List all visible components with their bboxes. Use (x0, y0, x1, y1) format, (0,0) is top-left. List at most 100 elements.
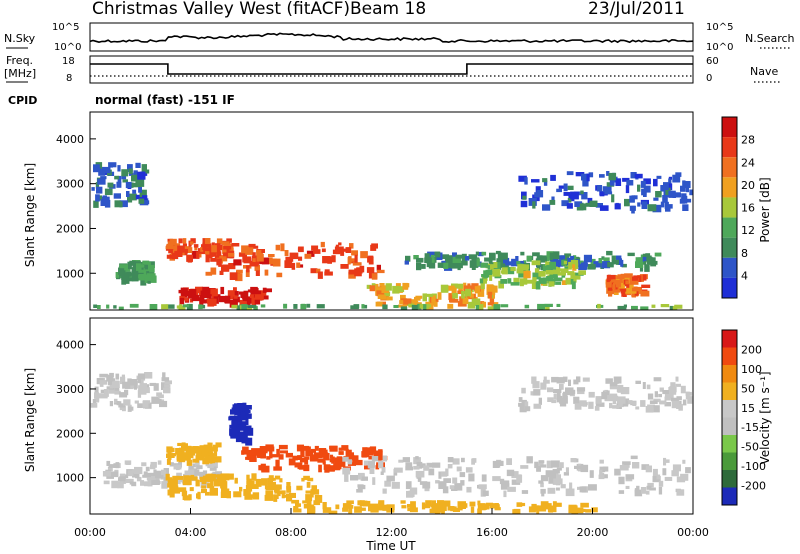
power-y-label: Slant Range [km] (23, 163, 37, 267)
heatmap-cell (238, 252, 247, 257)
heatmap-cell (505, 261, 512, 266)
heatmap-cell (635, 406, 640, 410)
heatmap-cell (511, 471, 519, 479)
colorbar-frame (721, 116, 738, 299)
x-tick-label: 12:00 (376, 526, 408, 539)
colorbar-tick-label: 4 (741, 269, 748, 282)
heatmap-cell (460, 480, 465, 486)
heatmap-cell (157, 460, 162, 465)
heatmap-cell (452, 458, 460, 465)
colorbar-swatch (722, 435, 737, 453)
heatmap-cell (566, 389, 576, 395)
heatmap-cell (320, 241, 325, 248)
heatmap-cell (247, 298, 254, 304)
heatmap-cell (311, 485, 317, 491)
heatmap-cell (556, 188, 562, 193)
heatmap-cell (535, 186, 541, 194)
heatmap-cell (303, 504, 310, 509)
heatmap-cell (333, 463, 341, 471)
heatmap-cell (164, 384, 171, 388)
heatmap-cell (526, 456, 533, 464)
heatmap-cell (678, 403, 683, 411)
heatmap-cell (350, 305, 359, 310)
heatmap-cell (229, 300, 238, 308)
heatmap-cell (395, 283, 401, 287)
heatmap-cell (609, 179, 615, 186)
heatmap-cell (324, 271, 333, 276)
heatmap-cell (142, 387, 150, 394)
heatmap-cell (477, 500, 481, 506)
heatmap-cell (273, 484, 282, 490)
heatmap-cell (163, 479, 170, 484)
heatmap-cell (501, 267, 508, 275)
heatmap-cell (520, 502, 526, 507)
heatmap-cell (452, 253, 457, 259)
heatmap-cell (553, 389, 562, 393)
heatmap-cell (232, 296, 240, 303)
heatmap-cell (479, 304, 484, 310)
heatmap-cell (219, 270, 224, 275)
heatmap-cell (539, 255, 548, 263)
heatmap-cell (405, 462, 413, 468)
heatmap-cell (201, 476, 207, 485)
heatmap-cell (348, 271, 356, 279)
heatmap-cell (251, 484, 259, 489)
heatmap-cell (245, 485, 253, 492)
heatmap-cell (249, 294, 254, 298)
heatmap-cell (146, 271, 150, 275)
heatmap-cell (450, 263, 458, 269)
heatmap-cell (228, 416, 237, 421)
heatmap-cell (125, 264, 132, 270)
heatmap-cell (382, 304, 388, 310)
heatmap-cell (572, 507, 579, 512)
heatmap-cell (415, 456, 419, 460)
heatmap-cell (225, 295, 231, 304)
heatmap-cell (231, 243, 240, 247)
heatmap-cell (521, 191, 527, 200)
heatmap-cell (280, 243, 285, 252)
heatmap-cell (218, 478, 227, 484)
heatmap-cell (664, 459, 670, 463)
heatmap-cell (625, 280, 629, 285)
heatmap-cell (432, 462, 441, 468)
heatmap-cell (136, 263, 142, 271)
heatmap-cell (254, 294, 264, 301)
heatmap-cell (378, 500, 385, 508)
heatmap-cell (617, 305, 627, 310)
heatmap-cell (682, 181, 691, 189)
heatmap-cell (640, 290, 650, 297)
heatmap-cell (178, 306, 186, 310)
heatmap-cell (341, 445, 349, 451)
heatmap-cell (251, 255, 261, 263)
velocity-heatmap-cells (90, 372, 693, 514)
heatmap-cell (155, 470, 164, 479)
heatmap-cell (128, 406, 134, 411)
heatmap-cell (566, 171, 574, 176)
heatmap-cell (552, 479, 559, 485)
heatmap-cell (167, 241, 174, 246)
heatmap-cell (185, 247, 193, 253)
heatmap-cell (133, 170, 138, 177)
heatmap-cell (179, 478, 186, 483)
heatmap-cell (279, 478, 283, 483)
heatmap-cell (231, 304, 238, 309)
colorbar-tick-label: 12 (741, 224, 755, 237)
cpid-label: CPID (8, 94, 37, 107)
heatmap-cell (265, 446, 275, 452)
heatmap-cell (220, 481, 228, 489)
heatmap-cell (176, 250, 183, 257)
heatmap-cell (293, 506, 299, 511)
heatmap-cell (620, 387, 630, 395)
heatmap-cell (310, 448, 316, 453)
heatmap-cell (581, 173, 588, 181)
heatmap-cell (465, 256, 470, 261)
heatmap-cell (550, 460, 560, 468)
heatmap-cell (251, 473, 257, 481)
heatmap-cell (506, 469, 515, 477)
heatmap-cell (651, 304, 656, 308)
heatmap-cell (672, 464, 681, 472)
heatmap-cell (511, 258, 518, 267)
heatmap-cell (386, 475, 395, 482)
heatmap-cell (202, 287, 206, 291)
heatmap-cell (470, 506, 475, 513)
